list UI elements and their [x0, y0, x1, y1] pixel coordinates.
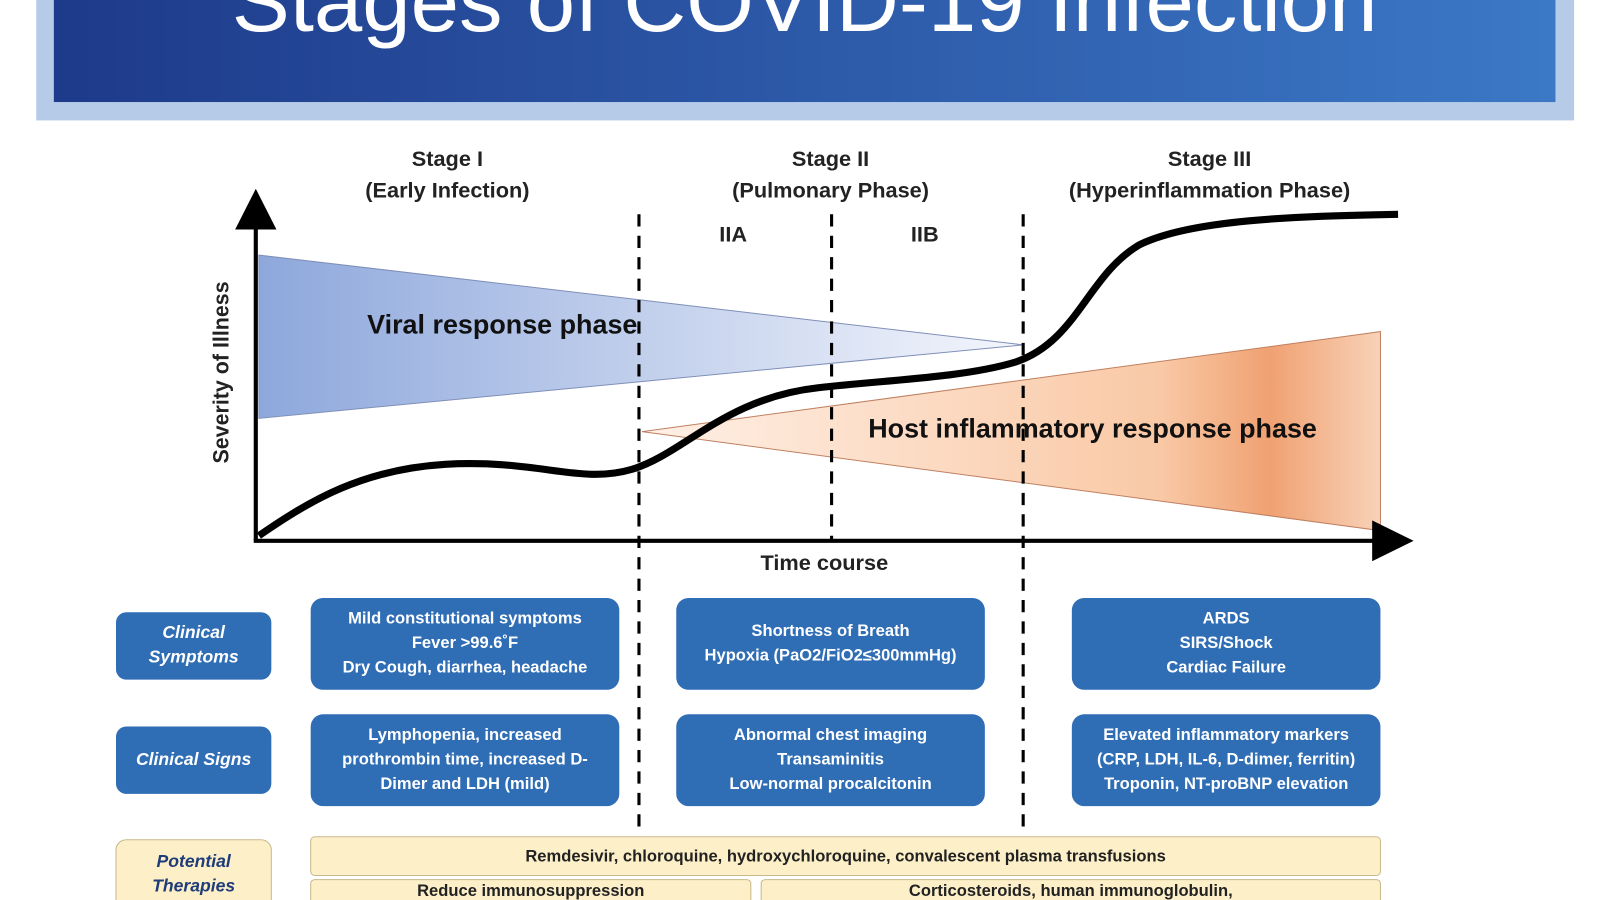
cell-box: [676, 597, 985, 690]
host-triangle: [642, 331, 1381, 532]
cell-text: Mild constitutional symptoms: [348, 610, 582, 628]
row-label: Potential: [157, 851, 232, 871]
stage-name: Stage I: [412, 146, 483, 171]
therapy-text: Reduce immunosuppression: [417, 882, 644, 900]
y-axis-label: Severity of Illness: [208, 281, 233, 463]
generated: Stage I (Early Infection) Stage II (Pulmona…: [115, 146, 1381, 900]
cell-text: Dry Cough, diarrhea, headache: [343, 659, 588, 677]
cell-text: ARDS: [1203, 610, 1250, 628]
row-label-box: [115, 839, 272, 900]
row-label-box: [115, 612, 272, 680]
cell-box: [310, 597, 620, 690]
stage-name: Stage III: [1168, 146, 1251, 171]
cell-text: Cardiac Failure: [1166, 659, 1286, 677]
cell-box: [1071, 597, 1381, 690]
viral-triangle: [258, 254, 1024, 419]
severity-curve: [256, 210, 1399, 539]
row-label: Therapies: [152, 875, 235, 895]
therapy-text: Remdesivir, chloroquine, hydroxychloroqu…: [525, 848, 1165, 866]
cell-text: prothrombin time, increased D-: [342, 751, 588, 769]
host-phase-label: Host inflammatory response phase: [868, 414, 1317, 444]
therapy-box: [760, 879, 1381, 900]
row-label: Symptoms: [149, 647, 239, 667]
cell-text: Low-normal procalcitonin: [729, 775, 931, 793]
cell-text: Fever >99.6˚F: [412, 634, 518, 652]
row-label-box: [115, 726, 272, 794]
stage-phase: (Hyperinflammation Phase): [1069, 178, 1350, 203]
substage: IIA: [719, 222, 747, 247]
cell-text: Elevated inflammatory markers: [1103, 726, 1349, 744]
cell-text: Shortness of Breath: [751, 622, 909, 640]
cell-text: (CRP, LDH, IL-6, D-dimer, ferritin): [1097, 751, 1355, 769]
therapy-box: [310, 879, 752, 900]
stage-phase: (Pulmonary Phase): [732, 178, 929, 203]
stage-name: Stage II: [792, 146, 869, 171]
row-label: Clinical Signs: [136, 749, 252, 769]
cell-text: SIRS/Shock: [1180, 634, 1274, 652]
cell-text: Abnormal chest imaging: [734, 726, 927, 744]
cell-text: Troponin, NT-proBNP elevation: [1104, 775, 1348, 793]
title: Stages of COVID-19 Infection: [232, 0, 1378, 50]
cell-text: Lymphopenia, increased: [368, 726, 562, 744]
row-label: Clinical: [162, 622, 226, 642]
cell-text: Hypoxia (PaO2/FiO2≤300mmHg): [705, 647, 957, 665]
stage-phase: (Early Infection): [365, 178, 529, 203]
substage: IIB: [911, 222, 939, 247]
viral-phase-label: Viral response phase: [367, 310, 637, 340]
x-axis-label: Time course: [761, 550, 889, 575]
therapy-text: Corticosteroids, human immunoglobulin,: [909, 882, 1233, 900]
title-bar: [53, 0, 1556, 103]
cell-text: Transaminitis: [777, 751, 884, 769]
cell-box: [676, 714, 985, 807]
stage-dividers: [637, 214, 1025, 827]
cell-box: [310, 714, 620, 807]
cell-text: Dimer and LDH (mild): [380, 775, 549, 793]
therapy-box: [310, 836, 1381, 877]
cell-box: [1071, 714, 1381, 807]
